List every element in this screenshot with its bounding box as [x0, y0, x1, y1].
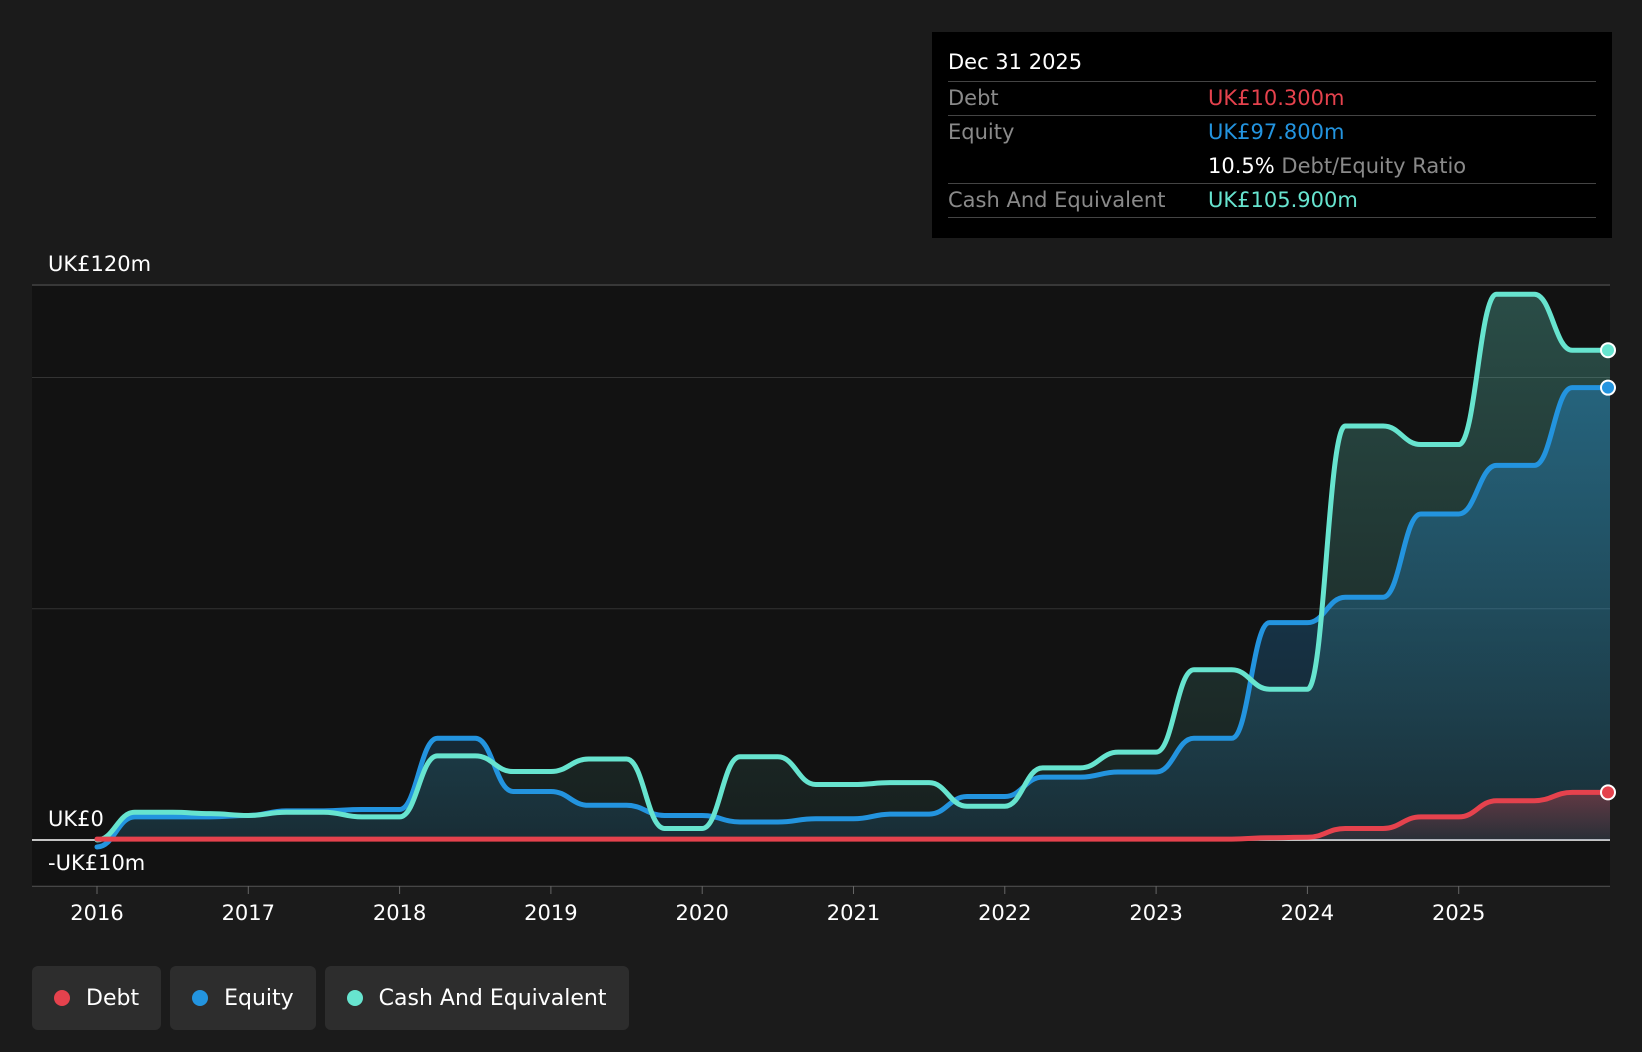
- x-tick-label: 2019: [524, 901, 577, 925]
- tooltip: Dec 31 2025 Debt UK£10.300m Equity UK£97…: [932, 32, 1612, 238]
- cash-dot-icon: [346, 990, 363, 1006]
- y-tick-label: UK£0: [48, 807, 104, 831]
- x-tick-label: 2017: [222, 901, 275, 925]
- equity-dot-icon: [192, 990, 209, 1006]
- legend-item-debt[interactable]: Debt: [32, 966, 162, 1030]
- tooltip-ratio-spacer: [948, 150, 1208, 183]
- legend-item-equity[interactable]: Equity: [170, 966, 316, 1030]
- legend-label-equity: Equity: [224, 985, 294, 1011]
- cash-and-equivalent-endpoint: [1600, 342, 1616, 359]
- x-tick-label: 2021: [827, 901, 880, 925]
- cash-and-equivalent-line: [94, 291, 1613, 843]
- tooltip-ratio-label: Debt/Equity Ratio: [1281, 154, 1467, 178]
- tooltip-row-ratio: 10.5% Debt/Equity Ratio: [948, 150, 1596, 184]
- tooltip-row-equity: Equity UK£97.800m: [948, 116, 1596, 150]
- legend-label-debt: Debt: [86, 985, 140, 1011]
- tooltip-cash-label: Cash And Equivalent: [948, 188, 1166, 212]
- x-tick-label: 2016: [70, 901, 123, 925]
- equity-endpoint: [1600, 379, 1616, 396]
- x-tick-label: 2018: [373, 901, 426, 925]
- tooltip-row-cash: Cash And Equivalent UK£105.900m: [948, 184, 1596, 218]
- x-tick-label: 2024: [1281, 901, 1334, 925]
- tooltip-ratio: 10.5% Debt/Equity Ratio: [1208, 150, 1596, 183]
- series-lines: [94, 291, 1613, 850]
- tooltip-row-debt: Debt UK£10.300m: [948, 82, 1596, 116]
- tooltip-ratio-value: 10.5%: [1208, 154, 1275, 178]
- x-tick-label: 2022: [978, 901, 1031, 925]
- y-axis-labels: UK£120m UK£0 -UK£10m: [48, 252, 151, 875]
- series-endpoints: [1600, 342, 1616, 801]
- debt-area: [97, 792, 1610, 840]
- legend-item-cash[interactable]: Cash And Equivalent: [324, 966, 629, 1030]
- debt-dot-icon: [54, 990, 70, 1006]
- x-tick-label: 2020: [675, 901, 728, 925]
- tooltip-date: Dec 31 2025: [948, 46, 1596, 82]
- tooltip-debt-value: UK£10.300m: [1208, 86, 1345, 110]
- y-tick-label: -UK£10m: [48, 851, 145, 875]
- equity-area: [97, 387, 1610, 847]
- y-tick-label: UK£120m: [48, 252, 151, 276]
- tooltip-cash-value: UK£105.900m: [1208, 188, 1358, 212]
- tooltip-debt-label: Debt: [948, 86, 999, 110]
- cash-and-equivalent-area: [97, 294, 1610, 840]
- legend-label-cash: Cash And Equivalent: [378, 985, 607, 1011]
- legend: Debt Equity Cash And Equivalent: [32, 966, 629, 1030]
- debt-line: [94, 789, 1613, 842]
- tooltip-equity-label: Equity: [948, 120, 1015, 144]
- debt-endpoint: [1600, 784, 1616, 801]
- x-axis: 2016 2017 2018 2019 2020 2021 2022 2023 2024 2025: [70, 886, 1485, 925]
- series-areas: [97, 294, 1610, 847]
- x-tick-label: 2025: [1432, 901, 1485, 925]
- x-tick-label: 2023: [1129, 901, 1182, 925]
- equity-line: [94, 385, 1613, 850]
- tooltip-equity-value: UK£97.800m: [1208, 120, 1345, 144]
